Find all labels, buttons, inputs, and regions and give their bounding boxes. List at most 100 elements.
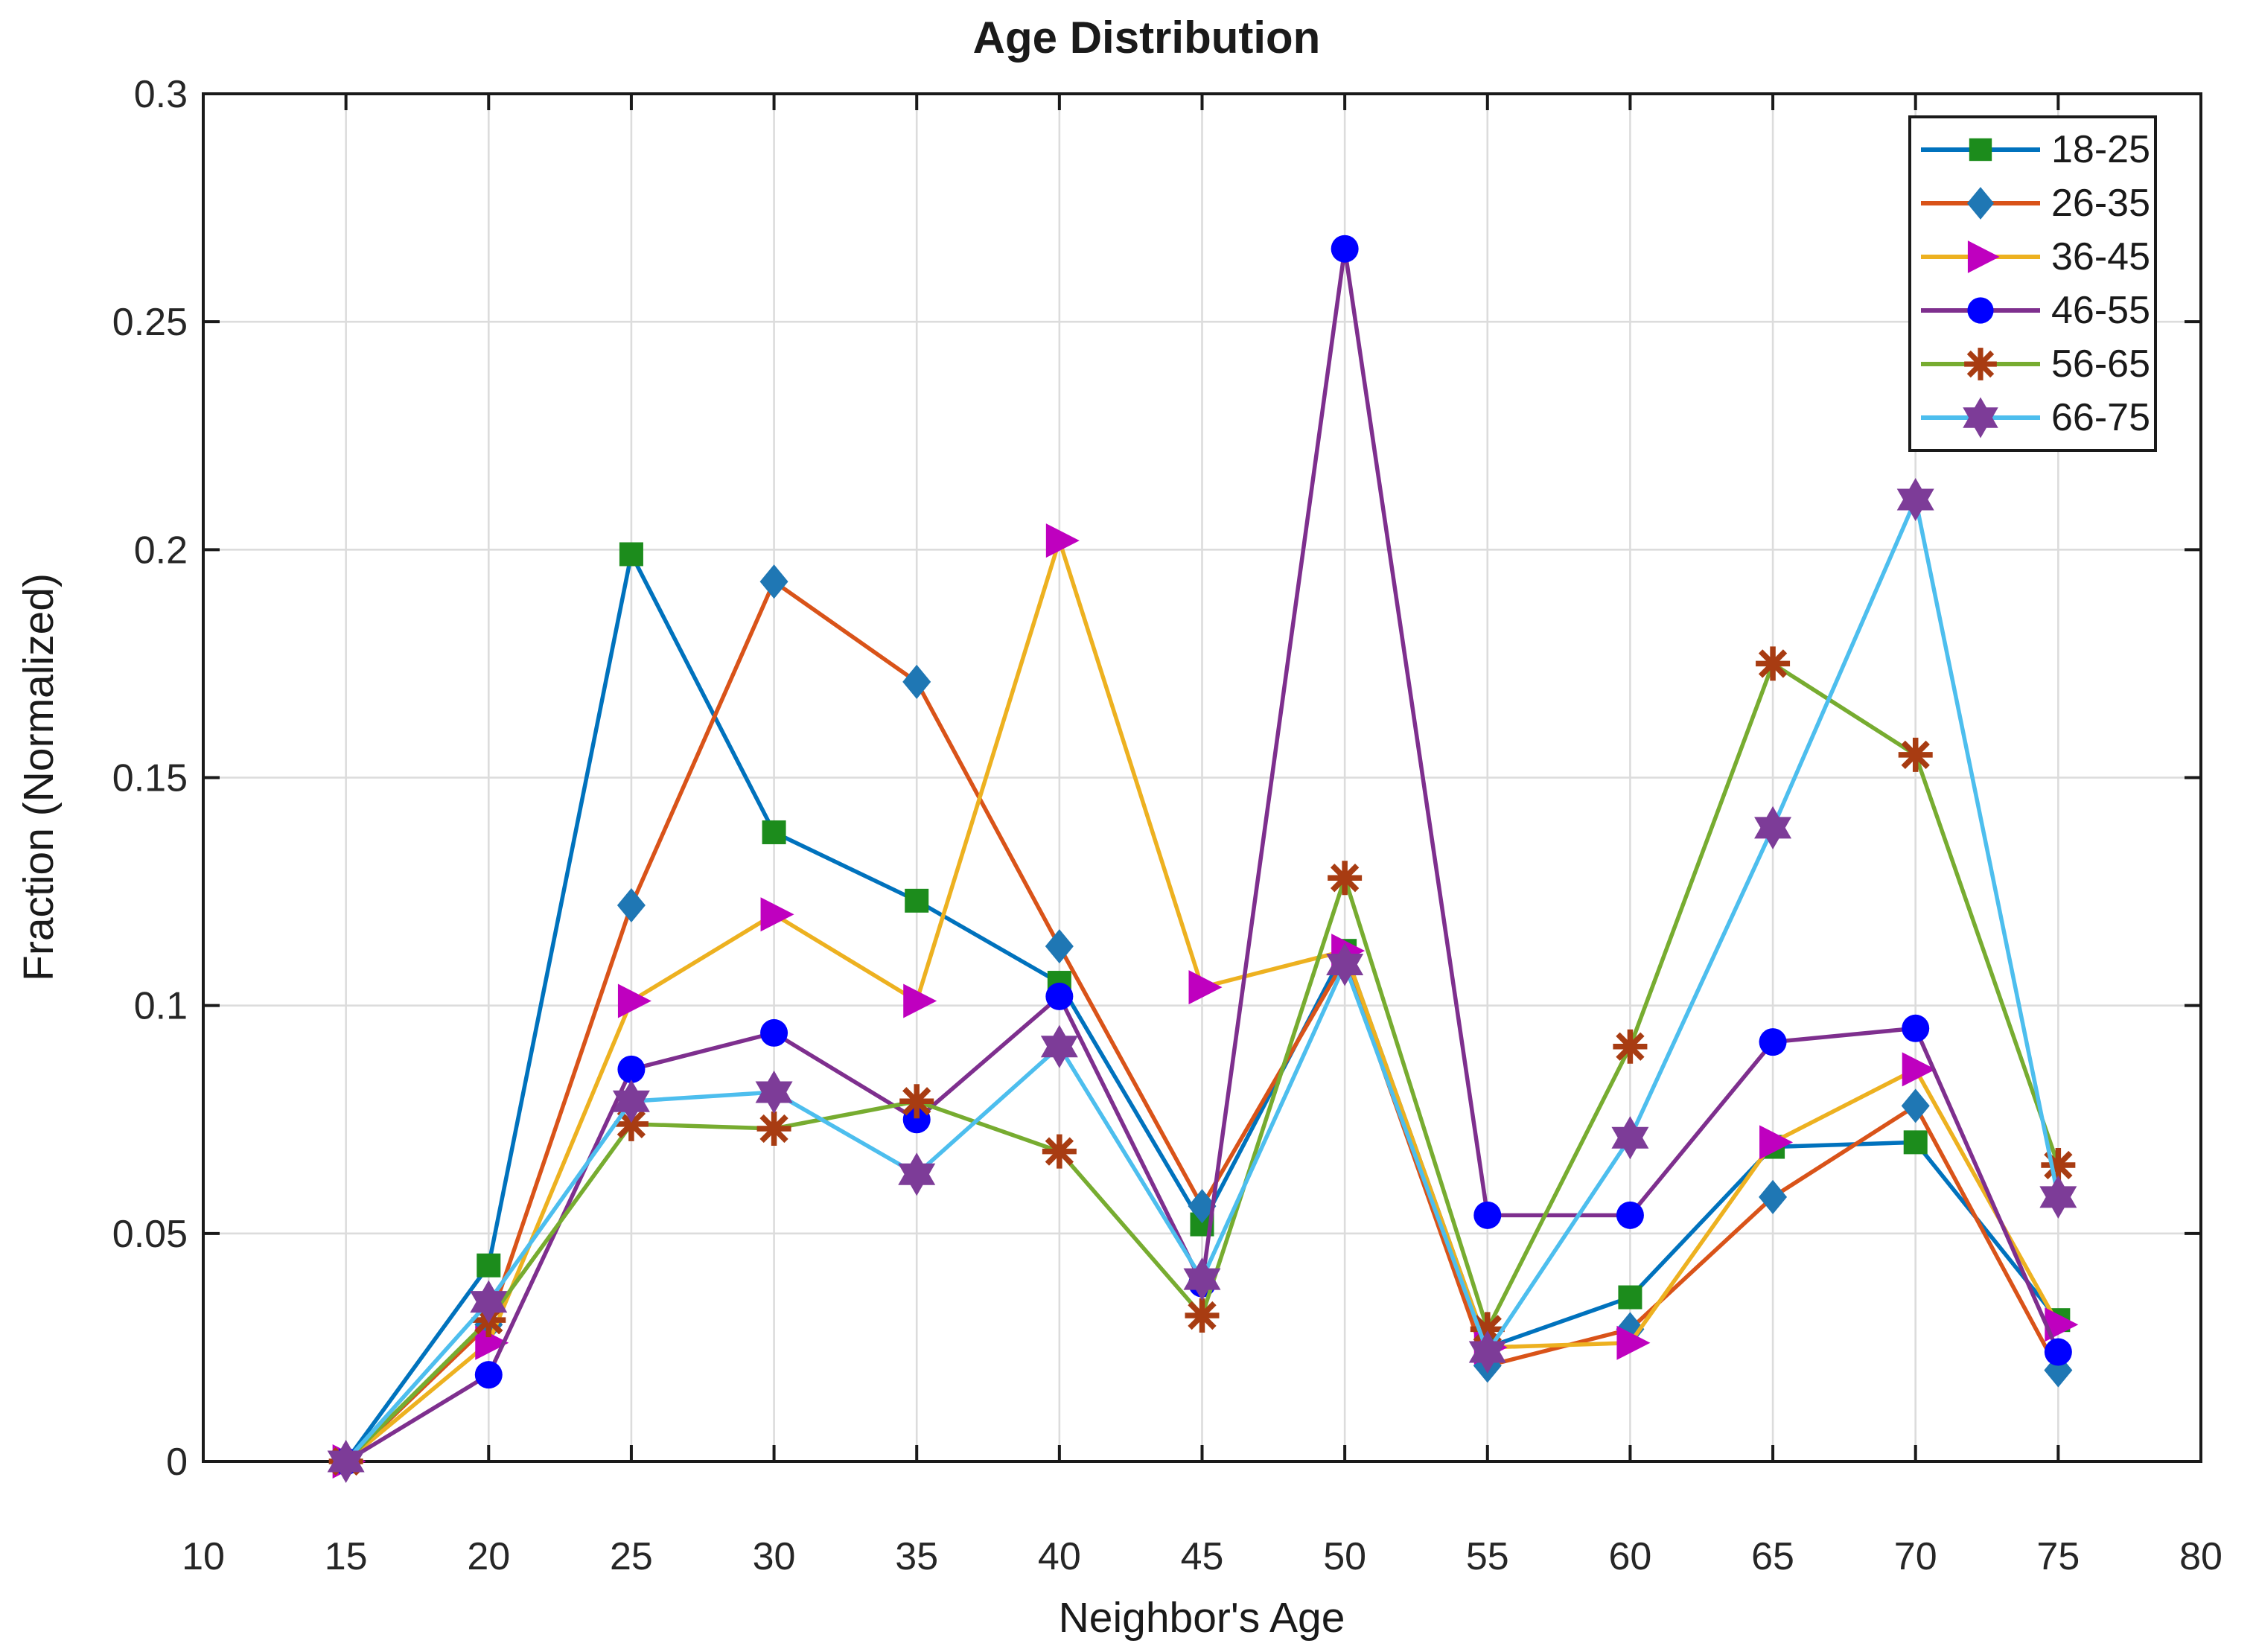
y-tick-label: 0.25 <box>112 301 188 344</box>
y-tick-label: 0.3 <box>134 73 188 116</box>
marker-triangle-right <box>1616 1325 1651 1360</box>
y-tick-label: 0.2 <box>134 529 188 572</box>
x-tick-label: 15 <box>325 1535 368 1578</box>
marker-asterisk <box>616 1109 646 1139</box>
legend-entry-18-25: 18-25 <box>1911 125 2154 174</box>
legend-box: 18-25 26-35 36-45 46-55 56-65 66-75 <box>1908 115 2157 452</box>
y-tick-label: 0 <box>166 1441 188 1484</box>
legend-line-sample <box>1921 240 2040 273</box>
marker-square <box>1969 138 1992 162</box>
marker-asterisk <box>902 1087 931 1116</box>
legend-line-sample <box>1921 297 2040 324</box>
marker-diamond <box>1901 1088 1930 1123</box>
x-axis-label: Neighbor's Age <box>1058 1594 1345 1642</box>
x-tick-label: 10 <box>182 1535 225 1578</box>
marker-asterisk <box>1616 1032 1645 1061</box>
marker-diamond <box>1188 1189 1217 1224</box>
x-tick-label: 45 <box>1181 1535 1224 1578</box>
marker-asterisk <box>1045 1137 1074 1166</box>
marker-asterisk <box>1330 864 1360 893</box>
marker-asterisk <box>2044 1150 2073 1180</box>
marker-circle <box>1473 1201 1502 1229</box>
x-tick-label: 70 <box>1894 1535 1937 1578</box>
marker-square <box>619 542 643 567</box>
legend-label: 46-55 <box>2051 289 2150 332</box>
marker-circle <box>760 1018 788 1047</box>
x-tick-label: 65 <box>1751 1535 1794 1578</box>
axes-border <box>202 92 2202 1463</box>
marker-hexagram <box>1326 954 1364 986</box>
x-tick-label: 20 <box>467 1535 510 1578</box>
marker-asterisk <box>759 1114 788 1144</box>
y-tick-label: 0.05 <box>112 1213 188 1256</box>
legend-label: 36-45 <box>2051 235 2150 278</box>
legend-line-sample <box>1921 348 2040 380</box>
y-tick-label: 0.1 <box>134 985 188 1028</box>
series-markers-66-75 <box>327 477 2077 1483</box>
marker-triangle-right <box>2045 1307 2079 1342</box>
marker-hexagram <box>1896 488 1934 521</box>
x-tick-label: 80 <box>2179 1535 2222 1578</box>
x-tick-label: 35 <box>895 1535 938 1578</box>
legend-line-sample <box>1921 397 2040 438</box>
legend-line-sample <box>1921 138 2040 162</box>
x-tick-label: 60 <box>1609 1535 1652 1578</box>
marker-diamond <box>902 664 931 699</box>
marker-square <box>477 1253 501 1278</box>
marker-triangle-right <box>1045 523 1080 558</box>
marker-diamond <box>1759 1179 1788 1214</box>
marker-triangle-right <box>475 1325 509 1360</box>
marker-triangle-right <box>760 897 794 932</box>
legend-label: 18-25 <box>2051 128 2150 171</box>
marker-triangle-right <box>1967 240 2000 273</box>
marker-square <box>905 888 929 913</box>
marker-triangle-right <box>1759 1125 1794 1160</box>
marker-hexagram <box>898 1163 936 1196</box>
marker-square <box>762 820 786 844</box>
x-tick-label: 40 <box>1038 1535 1081 1578</box>
legend-line-sample <box>1921 187 2040 220</box>
marker-triangle-right <box>1188 970 1223 1005</box>
marker-triangle-right <box>617 983 651 1018</box>
x-tick-label: 55 <box>1466 1535 1509 1578</box>
x-tick-label: 50 <box>1323 1535 1366 1578</box>
legend-entry-66-75: 66-75 <box>1911 393 2154 442</box>
marker-circle <box>617 1055 646 1083</box>
marker-asterisk <box>1473 1315 1502 1344</box>
marker-hexagram <box>1963 407 1998 438</box>
legend-label: 66-75 <box>2051 396 2150 439</box>
marker-hexagram <box>1040 1036 1078 1068</box>
marker-circle <box>1045 982 1074 1010</box>
marker-hexagram <box>1468 1341 1506 1374</box>
marker-asterisk <box>1966 350 1995 378</box>
legend-label: 26-35 <box>2051 182 2150 225</box>
marker-square <box>1618 1285 1642 1310</box>
marker-circle <box>1331 235 1359 263</box>
marker-circle <box>1902 1014 1930 1042</box>
marker-hexagram <box>2039 1186 2077 1219</box>
marker-hexagram <box>755 1081 793 1114</box>
x-tick-label: 75 <box>2036 1535 2080 1578</box>
marker-hexagram <box>327 1450 365 1483</box>
marker-circle <box>1759 1028 1787 1056</box>
legend-entry-46-55: 46-55 <box>1911 286 2154 335</box>
marker-triangle-right <box>903 983 937 1018</box>
marker-diamond <box>759 564 788 599</box>
series-markers-36-45 <box>332 523 2079 1479</box>
marker-diamond <box>616 887 646 922</box>
marker-diamond <box>1045 929 1074 964</box>
marker-hexagram <box>1611 1126 1649 1160</box>
marker-hexagram <box>612 1090 650 1123</box>
marker-square <box>1903 1130 1928 1155</box>
marker-circle <box>1967 297 1994 324</box>
marker-asterisk <box>1901 740 1930 770</box>
marker-circle <box>902 1106 931 1134</box>
marker-hexagram <box>1754 817 1792 849</box>
marker-hexagram <box>1183 1268 1221 1301</box>
legend-entry-56-65: 56-65 <box>1911 339 2154 389</box>
series-markers-46-55 <box>332 235 2072 1476</box>
y-tick-label: 0.15 <box>112 757 188 800</box>
marker-circle <box>2044 1338 2072 1366</box>
marker-triangle-right <box>1902 1052 1936 1087</box>
